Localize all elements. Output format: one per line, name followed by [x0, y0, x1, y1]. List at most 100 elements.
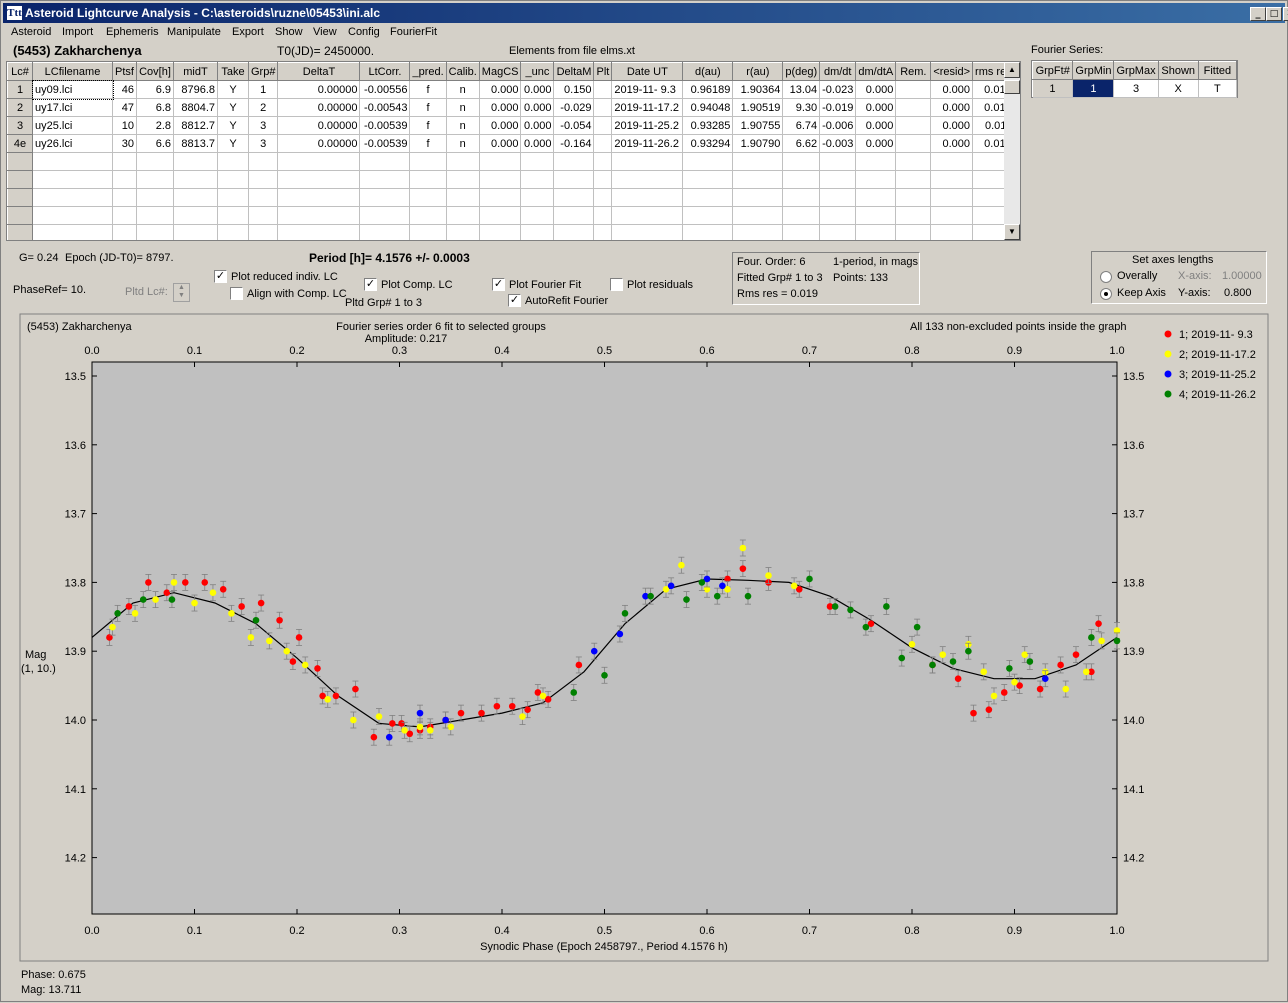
table-cell[interactable] — [855, 206, 897, 225]
table-cell[interactable] — [409, 188, 447, 207]
table-cell[interactable]: 0.000 — [520, 80, 555, 99]
menu-manipulate[interactable]: Manipulate — [167, 26, 221, 38]
table-cell[interactable] — [479, 152, 522, 171]
column-header[interactable]: Lc# — [7, 62, 33, 81]
table-cell[interactable]: 0.00000 — [277, 98, 361, 117]
table-cell[interactable] — [732, 170, 784, 189]
keep-axis-radio[interactable] — [1100, 288, 1112, 300]
column-header[interactable]: dm/dtA — [855, 62, 897, 81]
table-cell[interactable] — [682, 206, 734, 225]
table-cell[interactable] — [173, 188, 218, 207]
row-header[interactable]: 4e — [7, 134, 33, 153]
table-cell[interactable] — [32, 170, 113, 189]
table-cell[interactable] — [611, 188, 684, 207]
table-cell[interactable] — [136, 206, 174, 225]
table-cell[interactable] — [732, 188, 784, 207]
table-cell[interactable]: 13.04 — [782, 80, 821, 99]
column-header[interactable]: Take — [217, 62, 249, 81]
table-cell[interactable] — [855, 188, 897, 207]
table-cell[interactable]: 6.74 — [782, 116, 821, 135]
table-cell[interactable]: f — [409, 80, 447, 99]
table-cell[interactable] — [32, 188, 113, 207]
column-header[interactable]: DeltaM — [553, 62, 595, 81]
plot-residuals-checkbox[interactable] — [610, 278, 623, 291]
table-cell[interactable] — [895, 116, 932, 135]
table-cell[interactable] — [248, 206, 279, 225]
menu-view[interactable]: View — [313, 26, 337, 38]
table-cell[interactable]: 1.90364 — [732, 80, 784, 99]
table-cell[interactable]: 8812.7 — [173, 116, 218, 135]
table-cell[interactable]: 3 — [248, 116, 279, 135]
table-cell[interactable] — [217, 170, 249, 189]
table-cell[interactable] — [593, 188, 613, 207]
table-cell[interactable] — [930, 170, 974, 189]
table-cell[interactable]: f — [409, 116, 447, 135]
menu-show[interactable]: Show — [275, 26, 303, 38]
table-cell[interactable] — [409, 206, 447, 225]
table-cell[interactable]: 0.00000 — [277, 80, 361, 99]
title-bar[interactable]: Ttt Asteroid Lightcurve Analysis - C:\as… — [3, 3, 1288, 23]
table-cell[interactable]: 6.9 — [136, 80, 174, 99]
table-cell[interactable]: 8804.7 — [173, 98, 218, 117]
table-cell[interactable] — [895, 80, 932, 99]
table-cell[interactable]: 0.000 — [479, 134, 522, 153]
table-cell[interactable]: 0.000 — [520, 134, 555, 153]
table-cell[interactable]: -0.006 — [819, 116, 857, 135]
table-cell[interactable] — [409, 170, 447, 189]
table-cell[interactable] — [593, 98, 613, 117]
table-cell[interactable]: f — [409, 134, 447, 153]
table-row[interactable] — [7, 170, 1015, 189]
table-cell[interactable] — [930, 152, 974, 171]
column-header[interactable]: LCfilename — [32, 62, 113, 81]
table-cell[interactable] — [217, 224, 249, 240]
table-cell[interactable]: uy17.lci — [32, 98, 113, 117]
table-row[interactable] — [7, 224, 1015, 240]
table-cell[interactable] — [359, 188, 411, 207]
row-header[interactable] — [7, 152, 33, 171]
table-cell[interactable] — [248, 170, 279, 189]
table-cell[interactable]: -0.003 — [819, 134, 857, 153]
table-cell[interactable] — [682, 224, 734, 240]
table-cell[interactable]: 2019-11- 9.3 — [611, 80, 684, 99]
table-cell[interactable]: 8796.8 — [173, 80, 218, 99]
table-cell[interactable] — [277, 170, 361, 189]
table-cell[interactable]: n — [446, 98, 480, 117]
table-cell[interactable] — [248, 188, 279, 207]
scroll-down-icon[interactable]: ▼ — [1004, 224, 1020, 240]
column-header[interactable]: Ptsf — [112, 62, 137, 81]
table-cell[interactable]: -0.023 — [819, 80, 857, 99]
pltd-lc-spinner[interactable]: ▲ ▼ — [173, 283, 190, 302]
table-cell[interactable]: 0.000 — [520, 98, 555, 117]
align-comp-checkbox[interactable] — [230, 287, 243, 300]
table-cell[interactable]: 0.93294 — [682, 134, 734, 153]
table-cell[interactable] — [553, 170, 595, 189]
table-cell[interactable]: 0.94048 — [682, 98, 734, 117]
table-cell[interactable] — [895, 134, 932, 153]
table-row[interactable]: 2 uy17.lci 47 6.8 8804.7 Y 2 0.00000 -0.00543 f n 0… — [7, 98, 1015, 117]
minimize-button[interactable]: _ — [1250, 7, 1266, 21]
table-cell[interactable] — [32, 152, 113, 171]
table-cell[interactable] — [895, 170, 932, 189]
table-cell[interactable]: -0.00539 — [359, 134, 411, 153]
table-row[interactable] — [7, 206, 1015, 225]
table-cell[interactable] — [593, 134, 613, 153]
table-cell[interactable]: -0.019 — [819, 98, 857, 117]
table-cell[interactable]: 6.6 — [136, 134, 174, 153]
table-cell[interactable] — [112, 224, 137, 240]
table-cell[interactable] — [446, 224, 480, 240]
plot-fourier-checkbox[interactable]: ✓ — [492, 278, 505, 291]
table-cell[interactable] — [732, 224, 784, 240]
overall-radio[interactable] — [1100, 271, 1112, 283]
table-row[interactable]: 4e uy26.lci 30 6.6 8813.7 Y 3 0.00000 -0.00539 f n… — [7, 134, 1015, 153]
table-cell[interactable] — [248, 224, 279, 240]
table-cell[interactable] — [409, 224, 447, 240]
column-header[interactable]: Plt — [593, 62, 613, 81]
fourier-cell[interactable]: 3 — [1113, 79, 1159, 98]
table-cell[interactable] — [173, 152, 218, 171]
plot-reduced-checkbox[interactable]: ✓ — [214, 270, 227, 283]
table-cell[interactable] — [520, 152, 555, 171]
table-cell[interactable] — [611, 152, 684, 171]
autorefit-checkbox[interactable]: ✓ — [508, 294, 521, 307]
table-cell[interactable]: n — [446, 116, 480, 135]
table-cell[interactable]: 0.00000 — [277, 116, 361, 135]
